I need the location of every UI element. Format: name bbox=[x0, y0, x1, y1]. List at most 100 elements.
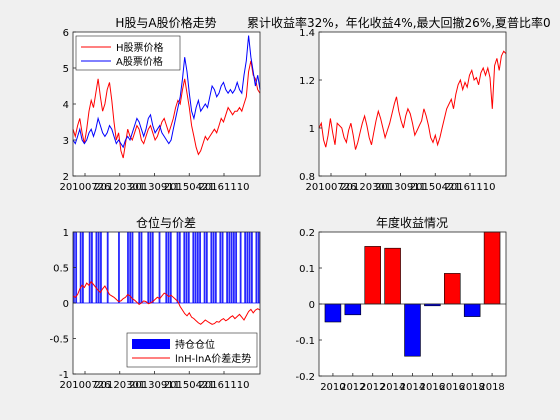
position-ytick-label: 0 bbox=[63, 299, 69, 310]
position-bar bbox=[255, 232, 258, 303]
annual-ytick-label: 0 bbox=[309, 300, 315, 311]
position-bar bbox=[196, 232, 199, 303]
annual-ytick-label: 0.1 bbox=[299, 264, 315, 275]
position-ytick-label: -1 bbox=[59, 370, 69, 381]
position-xtick-label: 20130911 bbox=[129, 380, 180, 391]
legend-spread: lnH-lnA价差走势 bbox=[175, 352, 251, 365]
annual-xtick-label: 2014 bbox=[380, 382, 405, 393]
price-xtick-label: 20161110 bbox=[199, 182, 250, 193]
position-bar bbox=[100, 232, 102, 303]
annual-ytick-label: -0.2 bbox=[295, 372, 315, 383]
position-bar bbox=[169, 232, 172, 303]
return-ytick-label: 1.2 bbox=[299, 76, 315, 87]
position-bar bbox=[205, 232, 208, 303]
position-bar bbox=[221, 232, 224, 303]
position-xtick-label: 20150421 bbox=[164, 380, 215, 391]
price-xtick-label: 20150421 bbox=[164, 182, 215, 193]
position-bar bbox=[151, 232, 154, 303]
return-ytick-label: 0.8 bbox=[299, 172, 315, 183]
position-bar bbox=[176, 232, 179, 303]
annual-xtick-label: 2012 bbox=[360, 382, 385, 393]
annual-xtick-label: 2016 bbox=[420, 382, 445, 393]
price-xtick-label: 20100726 bbox=[60, 182, 111, 193]
annual-return-bar bbox=[384, 247, 401, 305]
position-bar bbox=[210, 232, 213, 303]
legend-position: 持仓仓位 bbox=[175, 338, 215, 351]
annual-return-bar bbox=[364, 246, 381, 305]
position-bar bbox=[214, 232, 217, 303]
annual-ytick-label: -0.1 bbox=[295, 336, 315, 347]
return-xtick-label: 20120301 bbox=[340, 182, 391, 193]
price-ytick-label: 3 bbox=[63, 136, 69, 147]
position-spread-chart: 仓位与价差 -1 -0.5 0 0.5 1 2010072620120301201309… bbox=[49, 215, 261, 391]
position-bar bbox=[127, 232, 129, 303]
annual-xtick-label: 2010 bbox=[320, 382, 345, 393]
price-xtick-label: 20130911 bbox=[129, 182, 180, 193]
position-bar bbox=[212, 232, 215, 303]
legend-h-price: H股票价格 bbox=[116, 41, 164, 54]
annual-xtick-label: 2018 bbox=[479, 382, 504, 393]
position-bar bbox=[118, 232, 120, 303]
position-bar bbox=[95, 232, 98, 303]
return-ytick-label: 1.4 bbox=[299, 28, 315, 39]
a-price-line bbox=[72, 35, 261, 149]
price-ytick-label: 5 bbox=[63, 64, 69, 75]
position-bar bbox=[192, 232, 195, 303]
position-chart-title: 仓位与价差 bbox=[136, 215, 196, 230]
position-bar bbox=[158, 232, 161, 303]
position-chart-frame bbox=[72, 231, 261, 375]
annual-ytick-label: 0.2 bbox=[299, 228, 315, 239]
annual-return-bar bbox=[463, 303, 481, 317]
return-xtick-label: 20150421 bbox=[410, 182, 461, 193]
annual-return-chart: 年度收益情况 -0.2-0.100.10.2 20102012201220142… bbox=[295, 215, 507, 393]
return-chart-frame bbox=[318, 31, 507, 177]
position-xtick-label: 20100726 bbox=[60, 380, 111, 391]
annual-return-bar bbox=[404, 303, 421, 357]
annual-chart-frame bbox=[318, 231, 507, 377]
cumulative-return-line bbox=[318, 50, 507, 150]
position-ytick-label: -0.5 bbox=[49, 335, 69, 346]
position-bar bbox=[248, 232, 251, 303]
position-bar bbox=[226, 232, 229, 303]
position-ytick-label: 0.5 bbox=[53, 264, 69, 275]
return-chart-title: 累计收益率32%，年化收益4%,最大回撤26%,夏普比率0 bbox=[247, 15, 551, 30]
annual-return-bar bbox=[324, 303, 342, 323]
price-ytick-label: 6 bbox=[63, 28, 69, 39]
position-bar bbox=[97, 232, 100, 303]
return-chart-plot-area bbox=[319, 32, 506, 176]
position-bar bbox=[228, 232, 231, 303]
position-bar bbox=[194, 232, 197, 303]
position-bar bbox=[246, 232, 249, 303]
position-bar bbox=[232, 232, 235, 303]
position-ytick-label: 1 bbox=[63, 228, 69, 239]
position-bar bbox=[183, 232, 186, 303]
position-bar bbox=[203, 232, 206, 303]
annual-xtick-label: 2018 bbox=[459, 382, 484, 393]
price-chart-title: H股与A股价格走势 bbox=[115, 15, 216, 30]
position-bar bbox=[106, 232, 109, 303]
position-xtick-label: 20120301 bbox=[94, 380, 145, 391]
price-chart: H股与A股价格走势 2 3 4 5 6 201007262012030120130911… bbox=[60, 15, 261, 193]
position-bar bbox=[257, 232, 260, 303]
position-bar bbox=[88, 232, 91, 303]
position-bar bbox=[239, 232, 242, 303]
annual-xtick-label: 2016 bbox=[440, 382, 465, 393]
position-bar bbox=[165, 232, 168, 303]
annual-xtick-label: 2014 bbox=[400, 382, 425, 393]
annual-chart-title: 年度收益情况 bbox=[376, 215, 448, 230]
position-bar bbox=[131, 232, 134, 303]
position-bar bbox=[147, 232, 150, 303]
cumulative-return-chart: 累计收益率32%，年化收益4%,最大回撤26%,夏普比率0 0.8 1 1.2 1.4… bbox=[247, 15, 551, 193]
annual-return-bar bbox=[344, 303, 362, 316]
price-ytick-label: 2 bbox=[63, 172, 69, 183]
position-bar bbox=[167, 232, 170, 303]
position-chart-legend: 持仓仓位 lnH-lnA价差走势 bbox=[126, 332, 258, 368]
annual-return-bar bbox=[444, 273, 461, 305]
position-bar bbox=[91, 232, 93, 303]
price-chart-frame bbox=[72, 31, 261, 177]
position-bar bbox=[244, 232, 247, 303]
price-xtick-label: 20120301 bbox=[94, 182, 145, 193]
annual-return-bar bbox=[483, 231, 501, 305]
position-bar bbox=[230, 232, 233, 303]
